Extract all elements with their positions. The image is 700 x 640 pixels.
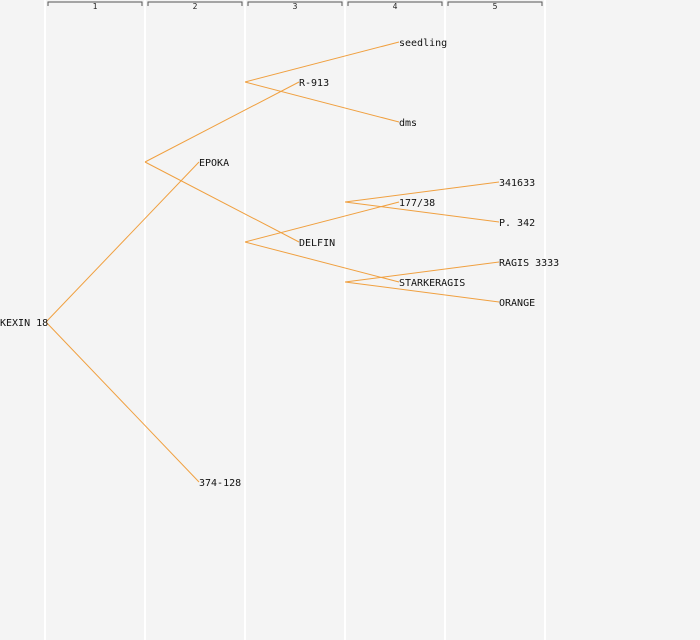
node-n374[interactable]: 374-128 (199, 478, 241, 489)
edge-n177-n341633 (344, 181, 500, 203)
generation-bracket (347, 1, 443, 6)
generation-bracket (447, 1, 543, 6)
node-n177[interactable]: 177/38 (399, 198, 435, 209)
generation-number: 5 (493, 2, 498, 11)
edge-epoka-r913 (144, 81, 300, 163)
pedigree-edges (45, 41, 500, 483)
node-dms[interactable]: dms (399, 118, 417, 129)
pedigree-nodes: KEXIN 18 EPOKA 374-128 R-913 DELFIN seedling d… (0, 38, 559, 489)
generation-number: 4 (393, 2, 398, 11)
edge-delfin-n177 (244, 201, 400, 243)
edge-r913-seedling (244, 41, 400, 83)
generation-number: 3 (293, 2, 298, 11)
node-epoka[interactable]: EPOKA (199, 158, 229, 169)
edge-epoka-delfin (144, 161, 300, 243)
generation-bracket (47, 1, 143, 6)
node-kexin[interactable]: KEXIN 18 (0, 318, 48, 329)
generation-bracket (247, 1, 343, 6)
edge-delfin-starker (244, 241, 400, 283)
node-delfin[interactable]: DELFIN (299, 238, 335, 249)
edge-kexin-epoka (45, 161, 200, 323)
node-starker[interactable]: STARKERAGIS (399, 278, 465, 289)
node-ragis[interactable]: RAGIS 3333 (499, 258, 559, 269)
node-seedling[interactable]: seedling (399, 38, 447, 49)
generation-number: 1 (93, 2, 98, 11)
edge-starker-orange (344, 281, 500, 303)
edge-n177-p342 (344, 201, 500, 223)
edge-kexin-n374 (45, 321, 200, 483)
node-n341633[interactable]: 341633 (499, 178, 535, 189)
edge-r913-dms (244, 81, 400, 123)
generation-number: 2 (193, 2, 198, 11)
edge-starker-ragis (344, 261, 500, 283)
generation-columns: 1 2 3 4 5 (44, 0, 546, 640)
node-r913[interactable]: R-913 (299, 78, 329, 89)
generation-bracket (147, 1, 243, 6)
node-orange[interactable]: ORANGE (499, 298, 535, 309)
node-p342[interactable]: P. 342 (499, 218, 535, 229)
